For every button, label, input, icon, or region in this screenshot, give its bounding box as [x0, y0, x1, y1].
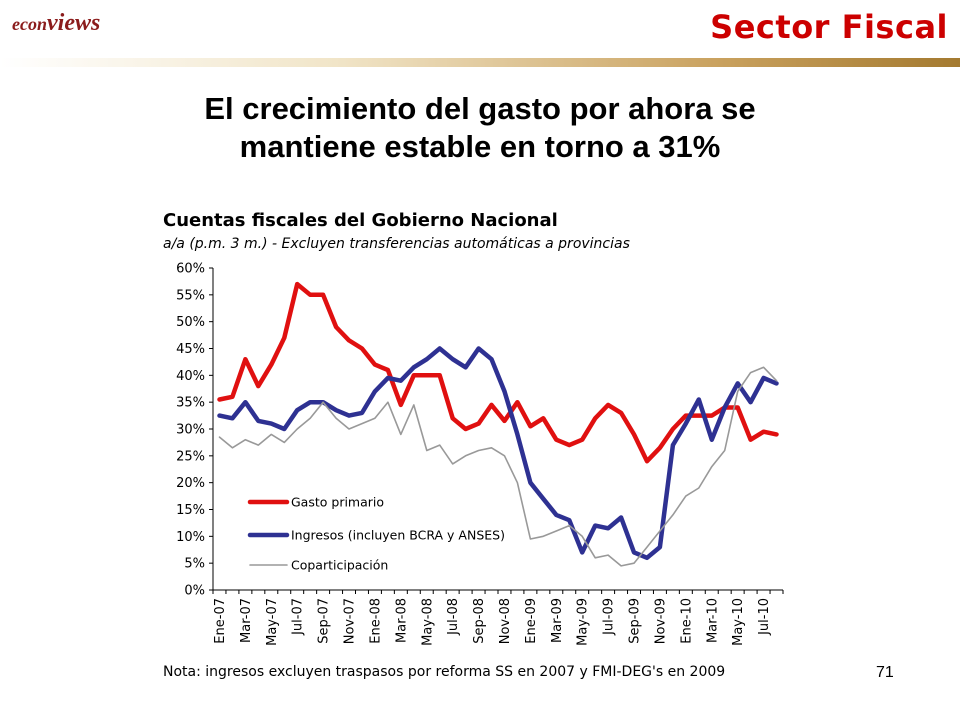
x-tick-label: Nov-09 — [653, 598, 668, 644]
x-tick-label: May-10 — [731, 598, 746, 646]
logo-text-views: views — [47, 10, 101, 36]
chart-subtitle: a/a (p.m. 3 m.) - Excluyen transferencia… — [163, 236, 630, 252]
x-tick-label: Ene-10 — [679, 598, 694, 644]
x-tick-label: Jul-10 — [757, 598, 772, 636]
x-tick-label: Jul-07 — [291, 598, 306, 636]
page-number: 71 — [876, 664, 894, 681]
x-tick-label: Mar-07 — [239, 598, 254, 643]
y-tick-label: 35% — [176, 396, 205, 411]
x-tick-label: Mar-08 — [394, 598, 409, 643]
chart-note: Nota: ingresos excluyen traspasos por re… — [163, 664, 726, 680]
econviews-logo: econviews — [12, 10, 100, 37]
y-tick-label: 10% — [176, 530, 205, 545]
x-tick-label: May-07 — [265, 598, 280, 646]
y-tick-label: 50% — [176, 315, 205, 330]
header-divider — [0, 58, 960, 67]
y-tick-label: 45% — [176, 342, 205, 357]
x-tick-label: May-09 — [576, 598, 591, 646]
headline-line-2: mantiene estable en torno a 31% — [239, 129, 721, 164]
series-line-0 — [217, 281, 779, 464]
legend-label-1: Ingresos (incluyen BCRA y ANSES) — [291, 528, 505, 543]
section-title: Sector Fiscal — [710, 8, 948, 46]
x-tick-label: Ene-07 — [213, 598, 228, 644]
series-line-2 — [218, 366, 778, 567]
x-tick-label: Mar-09 — [550, 598, 565, 643]
y-tick-label: 0% — [184, 584, 205, 599]
y-tick-label: 55% — [176, 288, 205, 303]
x-tick-label: Mar-10 — [705, 598, 720, 643]
headline-line-1: El crecimiento del gasto por ahora se — [204, 91, 756, 126]
y-tick-label: 30% — [176, 423, 205, 438]
x-tick-label: Ene-08 — [368, 598, 383, 644]
x-tick-label: Ene-09 — [524, 598, 539, 644]
logo-text-econ: econ — [12, 14, 47, 34]
x-tick-label: Sep-07 — [317, 598, 332, 644]
y-tick-label: 40% — [176, 369, 205, 384]
x-tick-label: Nov-08 — [498, 598, 513, 644]
x-tick-label: Sep-08 — [472, 598, 487, 644]
x-tick-label: Sep-09 — [628, 598, 643, 644]
y-tick-label: 60% — [176, 262, 205, 277]
chart-title: Cuentas fiscales del Gobierno Nacional — [163, 210, 558, 231]
slide-headline: El crecimiento del gasto por ahora se ma… — [130, 90, 830, 166]
series-line-1 — [217, 346, 779, 561]
x-tick-label: Nov-07 — [343, 598, 358, 644]
legend-label-2: Coparticipación — [291, 558, 388, 573]
y-tick-label: 15% — [176, 503, 205, 518]
y-tick-label: 20% — [176, 476, 205, 491]
x-tick-label: Jul-08 — [446, 598, 461, 636]
x-tick-label: Jul-09 — [602, 598, 617, 636]
y-tick-label: 25% — [176, 449, 205, 464]
x-tick-label: May-08 — [420, 598, 435, 646]
legend-label-0: Gasto primario — [291, 495, 384, 510]
y-tick-label: 5% — [184, 557, 205, 572]
